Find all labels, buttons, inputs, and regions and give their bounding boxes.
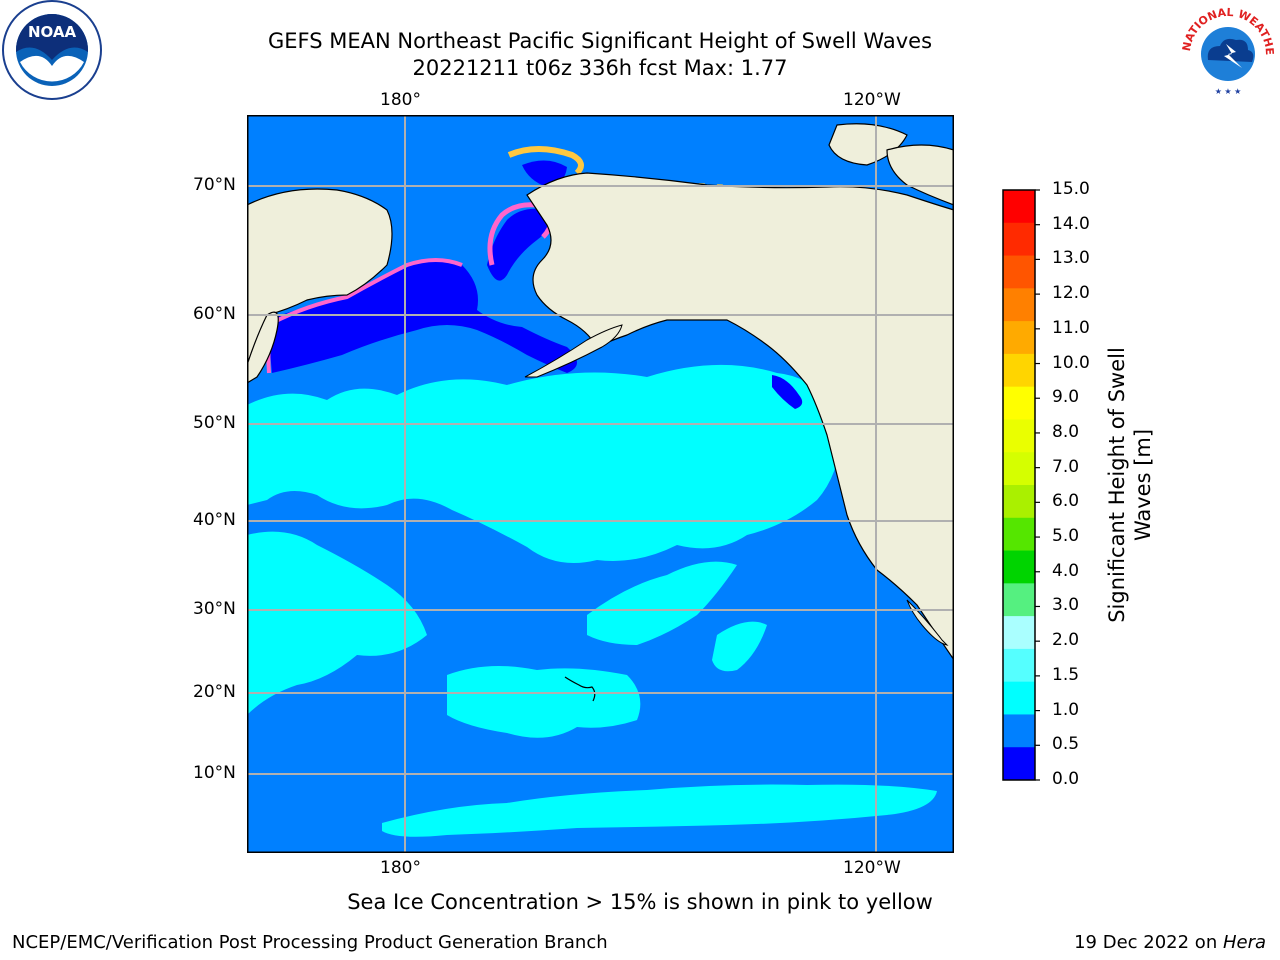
colorbar-tick-label: 8.0 <box>1052 421 1080 442</box>
colorbar-segment <box>1003 353 1035 388</box>
sea-ice-note: Sea Ice Concentration > 15% is shown in … <box>347 890 933 914</box>
colorbar-tick-label: 13.0 <box>1052 248 1090 269</box>
map-plot <box>247 115 954 853</box>
footer-machine: Hera <box>1222 932 1266 953</box>
colorbar-segment <box>1003 190 1035 224</box>
colorbar-tick-label: 12.0 <box>1052 283 1090 304</box>
land-kamchatka <box>247 311 279 384</box>
colorbar-segment <box>1003 550 1035 584</box>
lat-tick-50n: 50°N <box>193 413 236 433</box>
lat-tick-70n: 70°N <box>193 175 236 195</box>
land-canada-arctic-island-2 <box>886 144 954 206</box>
colorbar-tick-label: 5.0 <box>1052 526 1080 547</box>
colorbar-tick-label: 6.0 <box>1052 491 1080 512</box>
colorbar-tick-label: 7.0 <box>1052 456 1080 477</box>
colorbar-segment <box>1003 681 1035 715</box>
colorbar-tick-label: 1.0 <box>1052 699 1080 720</box>
colorbar-segment <box>1003 452 1035 486</box>
colorbar-segment <box>1003 517 1035 552</box>
colorbar-segment <box>1003 288 1035 322</box>
footer-date: 19 Dec 2022 on <box>1074 932 1223 953</box>
lat-tick-20n: 20°N <box>193 682 236 702</box>
colorbar-segment <box>1003 616 1035 650</box>
colorbar <box>1002 189 1040 781</box>
noaa-logo-text: NOAA <box>28 23 77 41</box>
noaa-logo: NOAA <box>2 0 102 100</box>
graticule <box>247 115 954 853</box>
swell-region-north-pacific <box>247 364 840 564</box>
colorbar-tick-label: 14.0 <box>1052 213 1090 234</box>
footer-credit: NCEP/EMC/Verification Post Processing Pr… <box>12 932 608 953</box>
colorbar-title-line1: Significant Height of Swell <box>1105 347 1129 623</box>
colorbar-tick-label: 1.5 <box>1052 664 1080 685</box>
lon-tick-top-180: 180° <box>380 90 421 110</box>
swell-region-tropics <box>382 784 937 837</box>
colorbar-tick-label: 10.0 <box>1052 352 1090 373</box>
land-alaska-peninsula <box>524 324 623 378</box>
colorbar-segment <box>1003 255 1035 289</box>
map-frame <box>247 115 954 853</box>
coastal-dark-east <box>772 375 803 409</box>
lon-tick-bottom-120w: 120°W <box>843 858 901 878</box>
colorbar-title: Significant Height of Swell Waves [m] <box>1104 347 1156 623</box>
land-north-america <box>526 172 954 662</box>
colorbar-segment <box>1003 485 1035 519</box>
colorbar-segment <box>1003 419 1035 453</box>
svg-text:★ ★ ★: ★ ★ ★ <box>1215 87 1242 96</box>
chart-subtitle: 20221211 t06z 336h fcst Max: 1.77 <box>412 56 788 80</box>
colorbar-title-line2: Waves [m] <box>1131 428 1155 542</box>
swell-region-midlat-east <box>587 561 737 645</box>
colorbar-frame <box>1002 189 1036 781</box>
swell-region-hawaii-east <box>712 621 767 672</box>
colorbar-tick-label: 15.0 <box>1052 179 1090 199</box>
swell-region-central <box>447 666 641 738</box>
colorbar-tick-label: 2.0 <box>1052 630 1080 651</box>
lon-tick-bottom-180: 180° <box>380 858 421 878</box>
gulf-of-alaska-dark <box>487 208 551 281</box>
colorbar-segment <box>1003 321 1035 355</box>
lon-tick-top-120w: 120°W <box>843 90 901 110</box>
colorbar-segment <box>1003 583 1035 617</box>
colorbar-segment <box>1003 714 1035 748</box>
colorbar-tick-label: 4.0 <box>1052 560 1080 581</box>
lat-tick-10n: 10°N <box>193 763 236 783</box>
colorbar-tick-label: 0.5 <box>1052 734 1080 755</box>
nws-logo: NATIONAL WEATHER SERVICE ★ ★ ★ <box>1176 0 1276 98</box>
swell-region-west <box>247 531 427 715</box>
colorbar-tick-label: 9.0 <box>1052 387 1080 408</box>
colorbar-tick-label: 11.0 <box>1052 317 1090 338</box>
sea-ice-chukchi <box>507 146 584 176</box>
colorbar-tick-label: 3.0 <box>1052 595 1080 616</box>
lat-tick-60n: 60°N <box>193 304 236 324</box>
chart-title: GEFS MEAN Northeast Pacific Significant … <box>267 29 933 53</box>
colorbar-segment <box>1003 747 1035 781</box>
bering-sea-dark <box>267 260 577 373</box>
colorbar-tick-label: 0.0 <box>1052 769 1080 789</box>
lat-tick-30n: 30°N <box>193 599 236 619</box>
lat-tick-40n: 40°N <box>193 510 236 530</box>
colorbar-segment <box>1003 386 1035 420</box>
footer-date-machine: 19 Dec 2022 on Hera <box>1074 932 1266 953</box>
colorbar-segment <box>1003 648 1035 683</box>
land-baja <box>906 599 949 646</box>
colorbar-segment <box>1003 222 1035 257</box>
